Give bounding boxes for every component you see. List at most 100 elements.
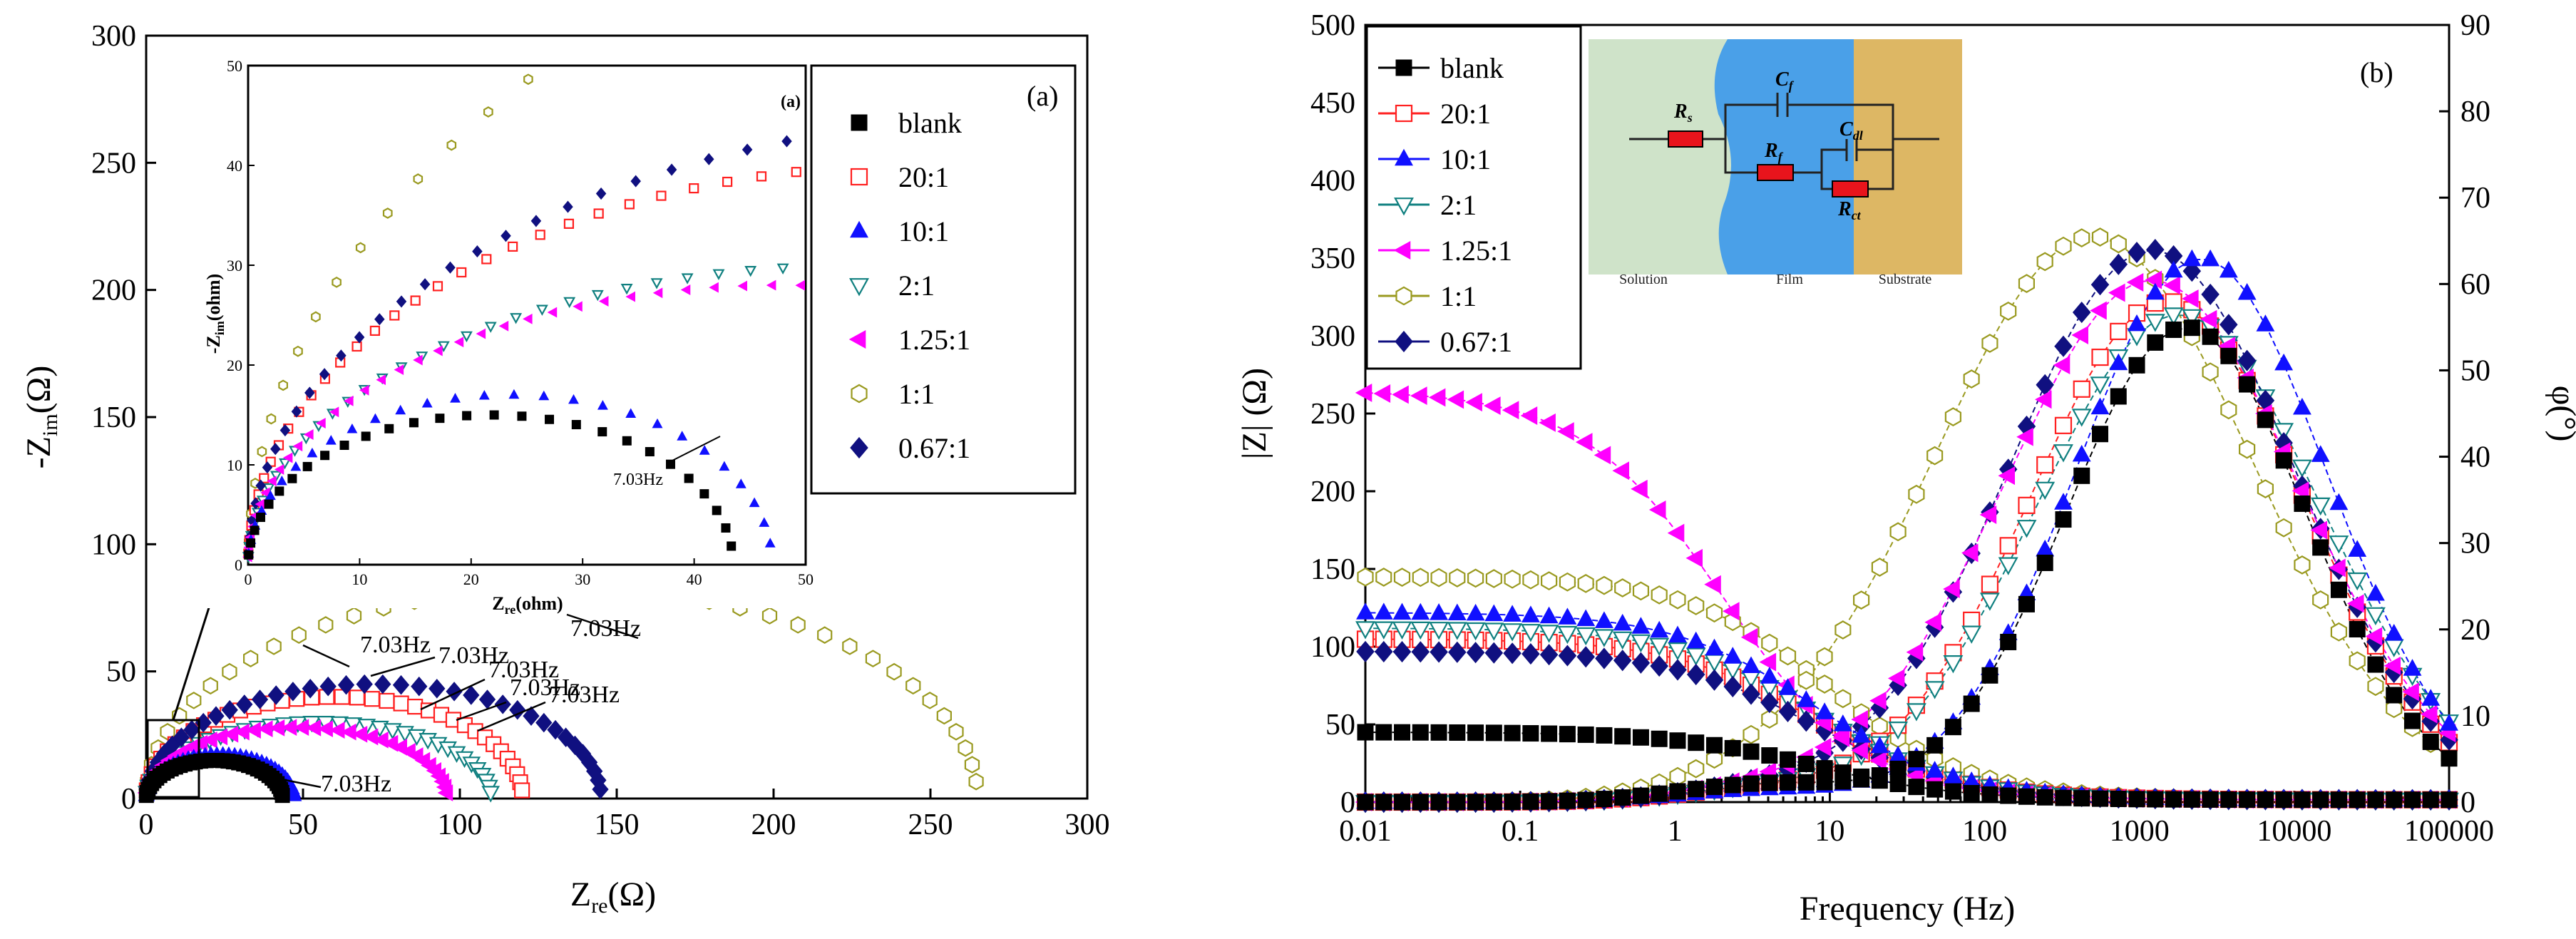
inset-point [336,349,347,362]
right-y-tick-label: 50 [2460,354,2490,387]
modulus-point [1520,406,1538,425]
nyquist-point [842,637,858,655]
inset-point [764,538,776,548]
modulus-point [1449,724,1466,741]
modulus-point [1651,585,1668,605]
phase-point [2072,444,2091,462]
modulus-point [1723,602,1740,621]
modulus-point [1595,647,1613,669]
modulus-point [1485,724,1502,742]
inset-point [395,404,406,415]
phase-point [1981,667,1998,684]
inset-point [369,413,381,424]
modulus-point [1761,747,1778,764]
modulus-point [2422,791,2439,809]
freq-annotation: 7.03Hz [549,682,620,708]
modulus-point [1392,621,1412,640]
inset-point [307,447,318,458]
modulus-point [1780,751,1797,768]
phase-point [1797,774,1815,791]
resistor-Rct-icon [1832,180,1869,197]
phase-point [1871,558,1888,577]
legend-marker [851,384,868,404]
inset-point [645,447,655,457]
nyquist-point [761,607,778,625]
modulus-point [1650,655,1668,677]
modulus-point [1685,548,1703,568]
bode-legend-item: 20:1 [1378,98,1491,130]
inset-point [535,230,545,240]
modulus-point [2275,791,2292,809]
phase-point [2383,639,2404,657]
modulus-point [2312,791,2329,809]
inset-point [279,458,291,470]
phase-point [1412,794,1429,811]
modulus-point [1688,734,1705,751]
inset-point [304,386,315,399]
inset-point [257,446,267,458]
modulus-point [1780,646,1797,666]
phase-point [2165,321,2182,338]
modulus-point [1852,726,1871,743]
y-tick-label: 0 [121,783,136,816]
phase-point [2163,307,2184,326]
phase-point [2110,322,2128,340]
phase-point [2367,656,2384,673]
modulus-point [1631,617,1651,634]
inset-x-tick-label: 20 [463,570,479,588]
modulus-point [1522,570,1539,590]
inset-point [681,273,694,284]
phase-point [1467,794,1484,811]
phase-point [2347,572,2368,591]
phase-point [2145,314,2165,332]
phase-point [1632,787,1649,804]
inset-y-tick-label: 50 [227,57,242,75]
modulus-point [1614,728,1631,745]
legend-label: 20:1 [1440,98,1491,130]
nyquist-point [362,728,379,746]
modulus-point [2183,791,2200,808]
nyquist-point [514,782,530,799]
modulus-point [1447,622,1467,640]
inset-point [347,423,358,433]
frequency-annotations: 7.03Hz 7.03Hz 7.03Hz 7.03Hz 7.03Hz 7.03H… [277,613,641,797]
inset-y-tick-label: 0 [235,556,242,574]
modulus-point [2386,791,2403,809]
film-region [1714,39,1854,274]
left-y-tick-label: 500 [1310,9,1355,42]
nyquist-series-blank [138,753,290,804]
modulus-point [1355,383,1372,402]
nyquist-y-axis-label: -Zim(Ω) [20,366,62,469]
phase-point [2073,228,2090,247]
modulus-point [1651,730,1668,747]
bode-legend-box [1365,25,1582,370]
inset-point [795,279,805,291]
circuit-region-label: Substrate [1879,272,1932,287]
nyquist-point [411,676,428,697]
legend-label: 2:1 [1440,189,1477,221]
inset-point [538,390,550,401]
phase-point [1705,779,1723,796]
inset-point [568,394,579,404]
x-tick-label: 0.01 [1339,815,1392,848]
nyquist-point [905,677,921,695]
modulus-point [1559,726,1576,743]
phase-point [1887,669,1905,688]
inset-point [282,452,293,463]
phase-point [1943,655,1964,674]
nyquist-point [379,692,395,709]
phase-point [1743,775,1760,792]
inset-point [265,490,276,501]
inset-point [302,461,312,471]
legend-marker [849,278,869,297]
modulus-point [1577,726,1594,743]
x-tick-label: 200 [751,809,796,841]
freq-annotation: 7.03Hz [570,615,641,642]
inset-point [699,489,709,499]
circuit-element-label: Rs [1673,101,1693,125]
phase-point [2441,750,2458,767]
modulus-point [2202,791,2219,808]
nyquist-point [509,699,526,720]
x-tick-label: 50 [288,809,318,841]
